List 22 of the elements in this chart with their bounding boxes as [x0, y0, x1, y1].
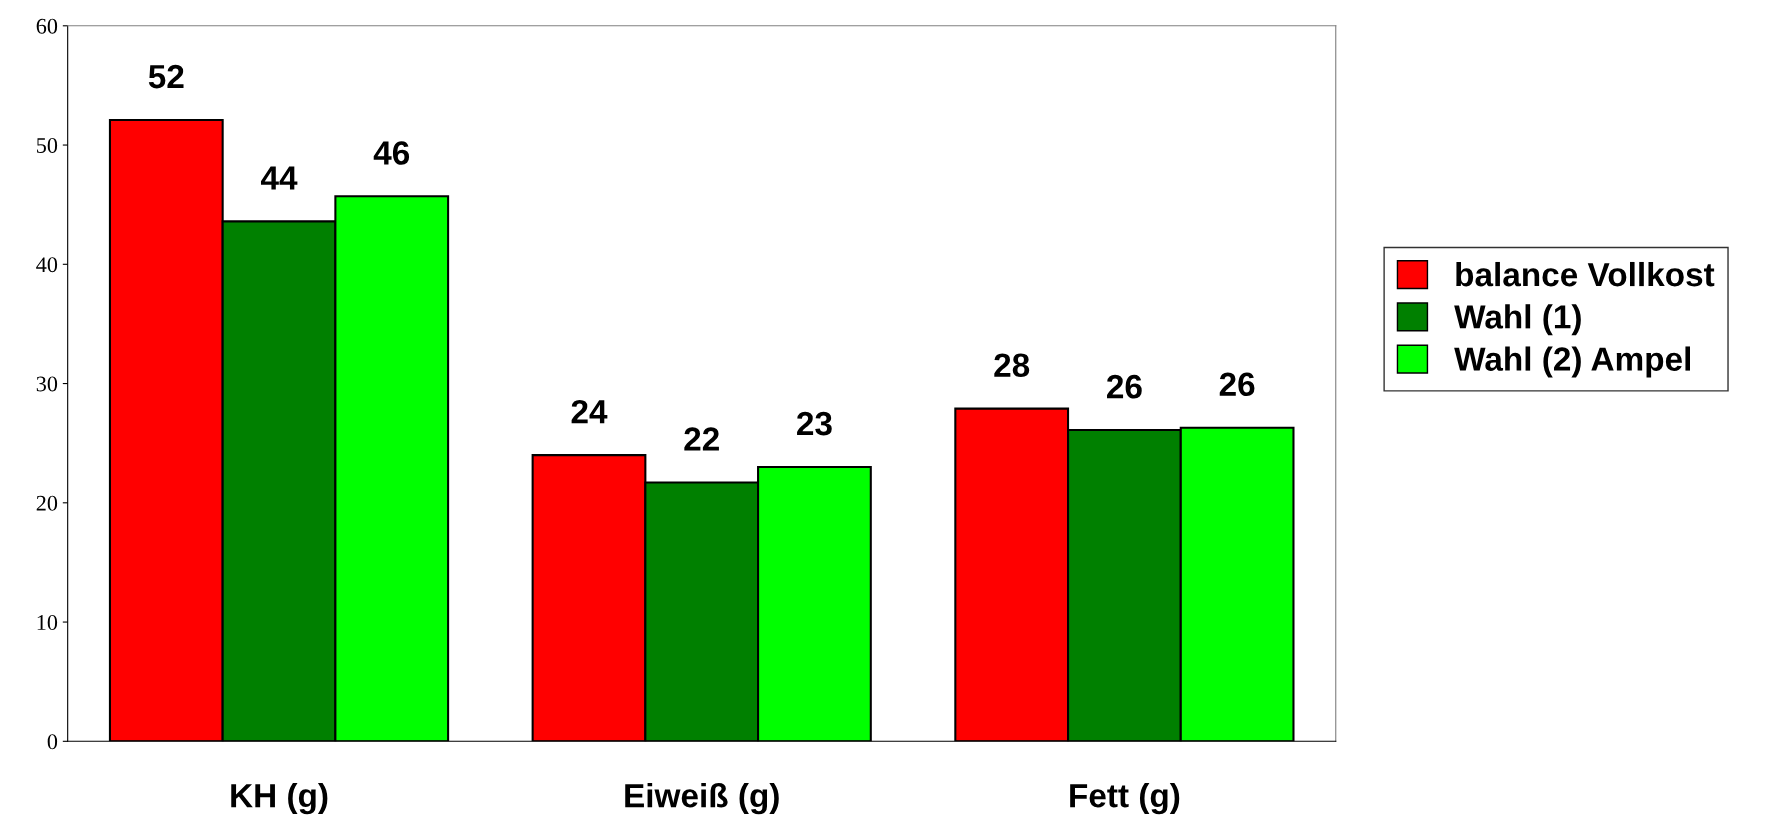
- data-label: 22: [684, 427, 719, 451]
- x-tick-label: Eiweiß (g): [625, 782, 779, 815]
- data-label: 46: [373, 141, 410, 165]
- legend-label: balance Vollkost: [1456, 261, 1715, 287]
- y-tick-label: 40: [36, 257, 58, 273]
- y-tick-label: 10: [37, 614, 58, 630]
- y-tick-label: 20: [36, 495, 58, 511]
- y-tick-label: 50: [37, 137, 58, 153]
- x-tick-label: Fett (g): [1070, 782, 1180, 815]
- data-label: 26: [1219, 372, 1255, 397]
- y-tick-label: 30: [36, 376, 58, 392]
- x-tick-label: KH (g): [231, 782, 328, 815]
- legend-label: Wahl (1): [1454, 304, 1581, 336]
- data-label: 28: [994, 353, 1030, 378]
- y-tick-label: 0: [47, 734, 58, 750]
- data-label: 24: [571, 399, 608, 424]
- data-label: 26: [1107, 374, 1142, 399]
- data-label: 52: [148, 64, 184, 89]
- legend-label: Wahl (2) Ampel: [1454, 346, 1691, 378]
- y-tick-label: 60: [36, 18, 58, 34]
- data-label: 23: [797, 411, 832, 436]
- data-label: 44: [260, 166, 298, 190]
